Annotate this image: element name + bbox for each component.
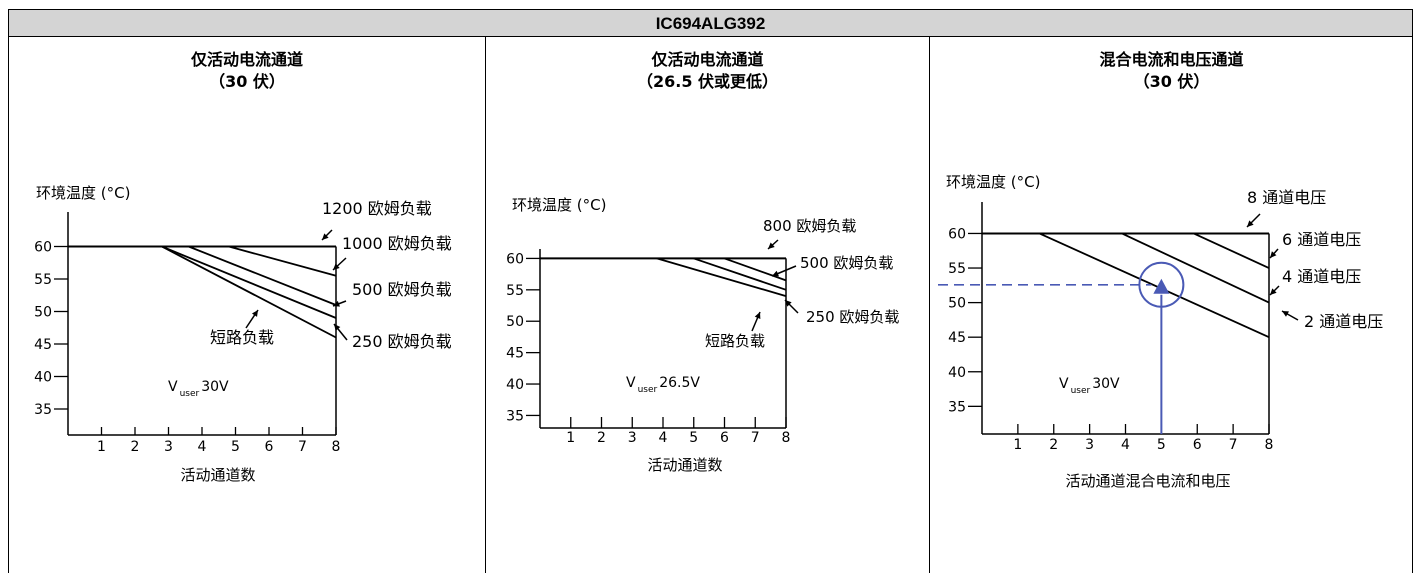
x-tick-label: 5	[689, 430, 698, 446]
x-axis-title: 活动通道数	[647, 456, 722, 474]
y-tick-label: 45	[506, 346, 524, 362]
x-tick-label: 2	[597, 430, 606, 446]
y-axis-title: 环境温度 (°C)	[36, 184, 130, 202]
series-label: 短路负载	[705, 332, 765, 350]
x-tick-label: 3	[628, 430, 637, 446]
x-tick-label: 3	[1085, 437, 1094, 453]
y-tick-label: 60	[34, 240, 52, 256]
y-tick-label: 50	[506, 314, 524, 330]
y-tick-label: 35	[506, 408, 524, 424]
y-tick-label: 35	[948, 399, 966, 415]
x-tick-label: 4	[198, 439, 207, 455]
series-label: 250 欧姆负载	[352, 332, 452, 351]
x-tick-label: 4	[1121, 437, 1130, 453]
series-line	[725, 258, 787, 280]
series-label: 1200 欧姆负载	[322, 199, 432, 218]
y-tick-label: 40	[948, 365, 966, 381]
y-tick-label: 35	[34, 402, 52, 418]
y-tick-label: 55	[948, 261, 966, 277]
y-axis-title: 环境温度 (°C)	[946, 173, 1040, 191]
series-label: 2 通道电压	[1304, 312, 1383, 331]
y-tick-label: 50	[948, 296, 966, 312]
series-label: 250 欧姆负载	[806, 308, 899, 326]
x-tick-label: 1	[97, 439, 106, 455]
x-tick-label: 8	[782, 430, 791, 446]
series-label: 1000 欧姆负载	[342, 234, 452, 253]
y-tick-label: 45	[34, 337, 52, 353]
x-tick-label: 7	[298, 439, 307, 455]
x-tick-label: 3	[164, 439, 173, 455]
series-label: 4 通道电压	[1282, 267, 1361, 286]
y-tick-label: 45	[948, 330, 966, 346]
x-tick-label: 1	[1013, 437, 1022, 453]
x-tick-label: 5	[1157, 437, 1166, 453]
x-tick-label: 2	[1049, 437, 1058, 453]
series-line	[1122, 233, 1269, 302]
series-label: 500 欧姆负载	[352, 280, 452, 299]
series-line	[162, 247, 336, 319]
y-tick-label: 55	[34, 272, 52, 288]
series-label: 6 通道电压	[1282, 230, 1361, 249]
x-axis-title: 活动通道混合电流和电压	[1065, 472, 1230, 490]
y-tick-label: 40	[506, 377, 524, 393]
x-tick-label: 7	[751, 430, 760, 446]
series-label: 8 通道电压	[1247, 188, 1326, 207]
y-axis-title: 环境温度 (°C)	[512, 196, 606, 214]
x-tick-label: 2	[131, 439, 140, 455]
x-tick-label: 6	[1193, 437, 1202, 453]
x-axis-title: 活动通道数	[180, 466, 255, 484]
x-tick-label: 6	[720, 430, 729, 446]
y-tick-label: 60	[506, 251, 524, 267]
series-label: 500 欧姆负载	[800, 254, 893, 272]
x-tick-label: 7	[1229, 437, 1238, 453]
x-tick-label: 8	[332, 439, 341, 455]
series-label: 短路负载	[210, 328, 274, 347]
series-label: 800 欧姆负载	[763, 217, 856, 235]
series-line	[1194, 233, 1269, 268]
callout-arrowhead	[252, 310, 258, 317]
x-tick-label: 4	[659, 430, 668, 446]
x-tick-label: 8	[1265, 437, 1274, 453]
y-tick-label: 50	[34, 305, 52, 321]
y-tick-label: 40	[34, 370, 52, 386]
x-tick-label: 1	[566, 430, 575, 446]
series-line	[657, 258, 786, 296]
y-tick-label: 60	[948, 226, 966, 242]
series-line	[229, 247, 336, 276]
y-tick-label: 55	[506, 283, 524, 299]
x-tick-label: 5	[231, 439, 240, 455]
x-tick-label: 6	[265, 439, 274, 455]
